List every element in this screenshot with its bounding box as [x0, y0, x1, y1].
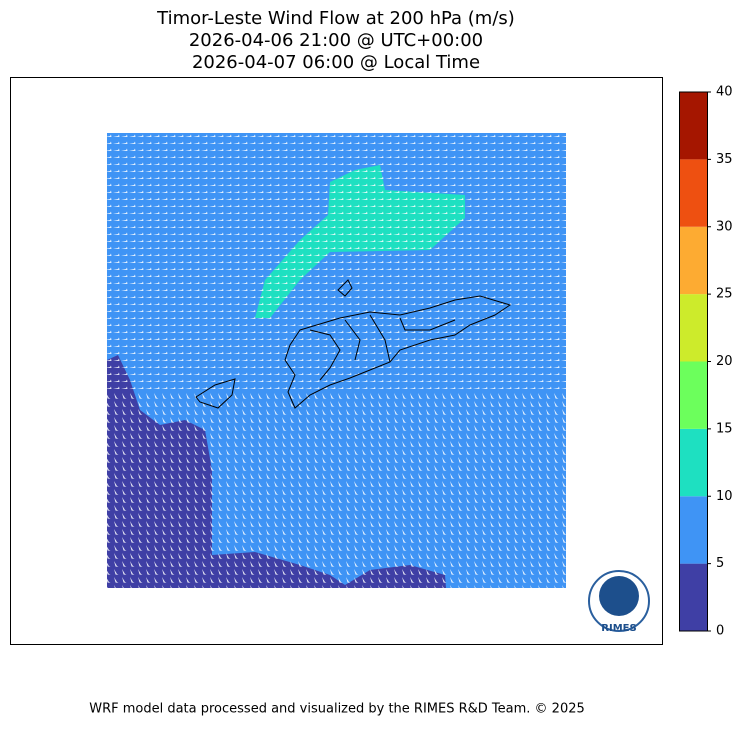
map-frame: [10, 77, 663, 645]
wind-field: [107, 133, 566, 588]
colorbar-tick-label: 40: [716, 85, 733, 100]
colorbar-tick-label: 5: [716, 556, 724, 571]
wind-arrows: [107, 133, 566, 393]
colorbar-tick-label: 35: [716, 152, 733, 167]
colorbar-segment: [679, 496, 707, 564]
title-line: 2026-04-06 21:00 @ UTC+00:00: [189, 30, 483, 51]
logo: RIMES: [588, 570, 650, 634]
colorbar-tick-label: 20: [716, 354, 733, 369]
footer: WRF model data processed and visualized …: [89, 702, 585, 717]
colorbar-segment: [679, 361, 707, 429]
colorbar-tick-label: 0: [716, 624, 724, 639]
colorbar-segment: [679, 226, 707, 295]
colorbar-tick-label: 30: [716, 219, 733, 234]
colorbar-segment: [679, 563, 707, 631]
colorbar-segment: [679, 159, 707, 227]
colorbar-segment: [679, 428, 707, 497]
title-line: Timor-Leste Wind Flow at 200 hPa (m/s): [156, 8, 515, 29]
colorbar-tick-label: 15: [716, 421, 733, 436]
colorbar-segment: [679, 92, 707, 160]
logo-globe: [599, 576, 639, 616]
colorbar-segment: [679, 294, 707, 362]
title-line: 2026-04-07 06:00 @ Local Time: [192, 52, 480, 73]
wind-arrows: [107, 393, 566, 588]
coastlines: [195, 279, 512, 409]
logo-text: RIMES: [601, 623, 636, 634]
colorbar-tick-label: 25: [716, 287, 733, 302]
colorbar-tick-label: 10: [716, 489, 733, 504]
